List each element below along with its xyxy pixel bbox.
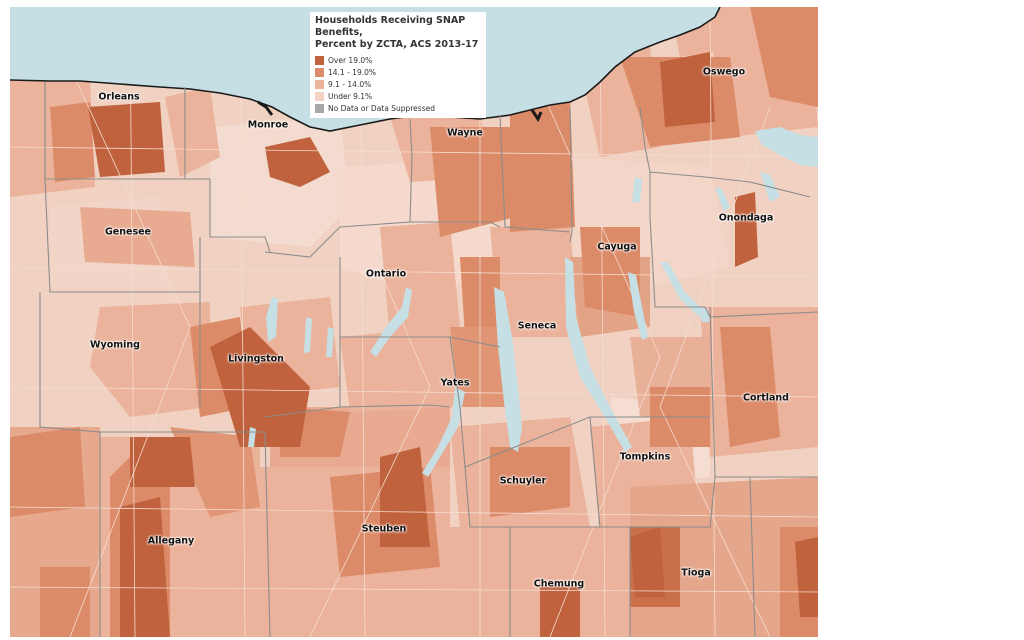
snap-choropleth-map[interactable]: Orleans Monroe Wayne Oswego Genesee Onon…: [10, 7, 818, 637]
county-label-cortland: Cortland: [743, 392, 789, 404]
legend-title-line1: Households Receiving SNAP Benefits,: [315, 15, 466, 38]
county-label-tioga: Tioga: [681, 567, 711, 579]
oneida-lake: [755, 127, 818, 167]
legend-swatch: [315, 103, 324, 113]
legend-label: 9.1 - 14.0%: [328, 79, 372, 89]
county-label-wyoming: Wyoming: [90, 339, 140, 351]
county-label-oswego: Oswego: [702, 66, 746, 78]
legend-label: No Data or Data Suppressed: [328, 103, 435, 113]
county-label-cayuga: Cayuga: [597, 241, 637, 253]
irondequoit-bay: [257, 100, 274, 116]
county-label-seneca: Seneca: [517, 320, 557, 332]
map-canvas: [10, 7, 818, 637]
legend-title: Households Receiving SNAP Benefits, Perc…: [315, 15, 481, 51]
map-legend: Households Receiving SNAP Benefits, Perc…: [310, 12, 486, 118]
legend-title-line2: Percent by ZCTA, ACS 2013-17: [315, 39, 479, 50]
legend-swatch: [315, 55, 324, 65]
county-label-tompkins: Tompkins: [619, 451, 671, 463]
sodus-bay: [530, 109, 543, 123]
county-label-chemung: Chemung: [533, 578, 585, 590]
legend-swatch: [315, 79, 324, 89]
legend-swatch: [315, 91, 324, 101]
county-label-wayne: Wayne: [447, 127, 483, 139]
zcta-boundaries: [10, 7, 818, 637]
county-label-genesee: Genesee: [105, 226, 151, 238]
legend-item-over-19: Over 19.0%: [315, 54, 481, 66]
county-label-schuyler: Schuyler: [499, 475, 547, 487]
legend-item-under-9: Under 9.1%: [315, 90, 481, 102]
county-label-monroe: Monroe: [247, 119, 289, 131]
legend-swatch: [315, 67, 324, 77]
legend-label: Under 9.1%: [328, 91, 373, 101]
legend-label: 14.1 - 19.0%: [328, 67, 376, 77]
legend-item-14-19: 14.1 - 19.0%: [315, 66, 481, 78]
zcta-regions: [10, 7, 818, 637]
county-boundaries: [39, 82, 818, 637]
county-label-orleans: Orleans: [98, 91, 140, 103]
legend-item-no-data: No Data or Data Suppressed: [315, 102, 481, 114]
legend-item-9-14: 9.1 - 14.0%: [315, 78, 481, 90]
county-label-yates: Yates: [440, 377, 470, 389]
county-label-steuben: Steuben: [361, 523, 407, 535]
county-label-onondaga: Onondaga: [718, 212, 774, 224]
legend-label: Over 19.0%: [328, 55, 373, 65]
county-label-ontario: Ontario: [365, 268, 407, 280]
county-label-allegany: Allegany: [147, 535, 195, 547]
county-label-livingston: Livingston: [228, 353, 284, 365]
